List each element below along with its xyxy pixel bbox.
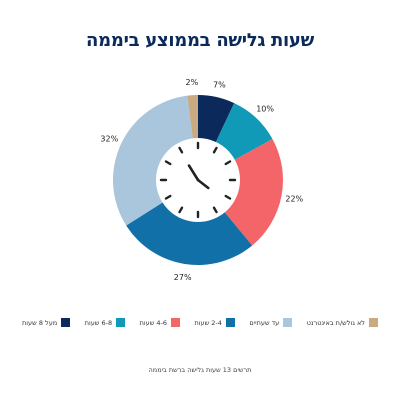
legend-swatch bbox=[171, 318, 181, 327]
clock-tick bbox=[212, 206, 218, 214]
legend-item: 2-4 שעות bbox=[195, 318, 235, 327]
legend-item: עד שעתיים bbox=[249, 318, 293, 327]
donut-slice bbox=[224, 139, 283, 246]
slice-value-label: 32% bbox=[100, 134, 118, 143]
legend-item: 4-6 שעות bbox=[139, 318, 181, 327]
legend-item: 6-8 שעות bbox=[84, 318, 126, 327]
legend-label: עד שעתיים bbox=[249, 318, 280, 327]
legend-item: לא גולש/ת באינטרנט bbox=[307, 318, 378, 327]
legend-label: מעל 8 שעות bbox=[22, 318, 58, 327]
clock-tick bbox=[224, 160, 232, 166]
legend-label: 6-8 שעות bbox=[84, 318, 113, 327]
legend-swatch bbox=[61, 318, 71, 327]
slice-value-label: 7% bbox=[213, 80, 226, 89]
slice-value-label: 10% bbox=[256, 105, 274, 114]
donut-slice bbox=[198, 95, 235, 142]
chart-footnote: תרשים 13 שעות גלישה ברשת ביממה bbox=[148, 366, 252, 374]
donut-slice bbox=[215, 103, 273, 160]
slice-value-label: 27% bbox=[174, 273, 192, 282]
chart-legend: מעל 8 שעות 6-8 שעות 4-6 שעות 2-4 שעות עד… bbox=[22, 318, 378, 327]
legend-swatch bbox=[369, 318, 378, 327]
donut-slice bbox=[113, 95, 193, 226]
legend-swatch bbox=[225, 318, 235, 327]
clock-tick bbox=[212, 146, 218, 154]
legend-swatch bbox=[116, 318, 126, 327]
clock-hour-hand bbox=[187, 164, 200, 182]
clock-tick bbox=[178, 206, 184, 214]
legend-swatch bbox=[283, 318, 293, 327]
clock-tick bbox=[224, 194, 232, 200]
chart-title: שעות גלישה בממוצע ביממה bbox=[86, 30, 314, 51]
donut-slice bbox=[126, 202, 253, 265]
slice-value-label: 22% bbox=[285, 194, 303, 203]
clock-icon bbox=[158, 140, 238, 220]
clock-minute-hand bbox=[196, 178, 210, 190]
legend-label: לא גולש/ת באינטרנט bbox=[306, 318, 365, 327]
clock-tick bbox=[164, 194, 172, 200]
donut-slice bbox=[187, 95, 198, 139]
legend-item: מעל 8 שעות bbox=[22, 318, 71, 327]
legend-label: 2-4 שעות bbox=[194, 318, 222, 327]
clock-tick bbox=[178, 146, 184, 154]
slice-value-label: 2% bbox=[185, 78, 198, 87]
legend-label: 4-6 שעות bbox=[139, 318, 168, 327]
clock-tick bbox=[164, 160, 172, 166]
